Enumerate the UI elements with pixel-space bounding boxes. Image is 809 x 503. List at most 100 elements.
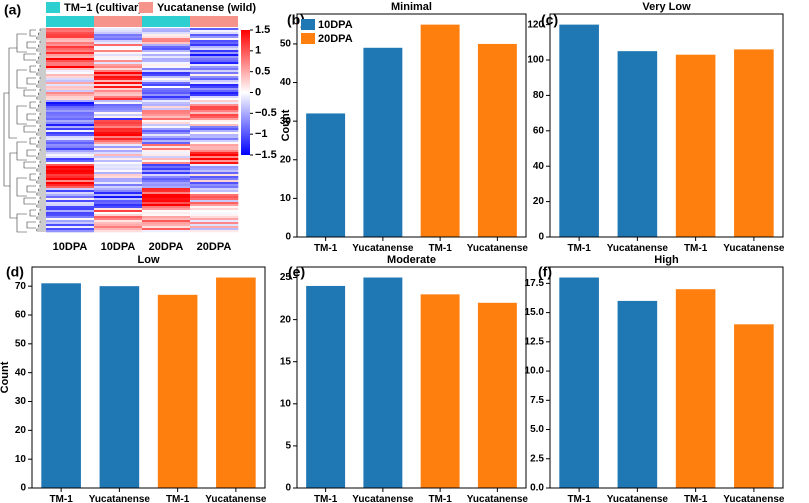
- heatmap-cell: [94, 230, 143, 233]
- plot-frame: [549, 13, 784, 238]
- heatmap-cell: [190, 130, 239, 133]
- heatmap-cell: [142, 128, 191, 131]
- heatmap-cell: [190, 188, 239, 191]
- heatmap-cell: [142, 220, 191, 223]
- heatmap-cell: [142, 142, 191, 145]
- heatmap-cell: [190, 200, 239, 203]
- heatmap-cell: [142, 50, 191, 53]
- y-tick-label: 20: [15, 425, 27, 436]
- heatmap-cell: [142, 70, 191, 73]
- heatmap-cell: [94, 50, 143, 53]
- heatmap-cell: [46, 190, 95, 193]
- column-label: 10DPA: [53, 241, 88, 253]
- dendrogram-branches: [3, 28, 46, 233]
- chart-title: Minimal: [391, 1, 432, 13]
- heatmap-cell: [190, 198, 239, 201]
- colorbar-tick-label: 0.5: [255, 66, 270, 78]
- heatmap-cell: [190, 210, 239, 213]
- heatmap-cell: [142, 64, 191, 67]
- heatmap-cell: [142, 154, 191, 157]
- y-tick-label: 0: [285, 232, 291, 243]
- heatmap-cell: [142, 86, 191, 89]
- heatmap-cell: [94, 48, 143, 51]
- heatmap-cell: [94, 114, 143, 117]
- heatmap-cell: [142, 174, 191, 177]
- heatmap-cell: [46, 188, 95, 191]
- y-tick-label: 10: [15, 454, 27, 465]
- heatmap-cell: [190, 228, 239, 231]
- y-tick-label: 60: [533, 125, 545, 136]
- x-tick-label: TM-1: [567, 494, 591, 503]
- heatmap-cell: [190, 94, 239, 97]
- heatmap-cell: [142, 146, 191, 149]
- heatmap-cell: [46, 84, 95, 87]
- heatmap-cell: [46, 116, 95, 119]
- heatmap-cell: [94, 168, 143, 171]
- heatmap-cell: [46, 222, 95, 225]
- heatmap-cell: [142, 62, 191, 65]
- heatmap-cell: [94, 218, 143, 221]
- heatmap-cell: [190, 180, 239, 183]
- heatmap-cell: [94, 68, 143, 71]
- heatmap-cell: [190, 204, 239, 207]
- y-tick-label: 50: [280, 39, 292, 50]
- heatmap-cell: [142, 52, 191, 55]
- heatmap-cell: [94, 72, 143, 75]
- heatmap-cell: [190, 226, 239, 229]
- heatmap-cell: [142, 188, 191, 191]
- heatmap-cell: [46, 54, 95, 57]
- heatmap-cell: [190, 146, 239, 149]
- column-annotation: [94, 16, 142, 27]
- heatmap-cell: [46, 152, 95, 155]
- heatmap-cell: [46, 52, 95, 55]
- x-tick-label: TM-1: [166, 494, 190, 503]
- heatmap-cell: [46, 88, 95, 91]
- legend-swatch: [139, 2, 153, 13]
- heatmap-cell: [46, 36, 95, 39]
- legend-swatch: [46, 2, 60, 13]
- heatmap-cell: [94, 66, 143, 69]
- heatmap-cell: [142, 104, 191, 107]
- bar-panel-f: (f) High 0.0 2.5 5.0 7.5 10.0 12.5 15.0 17.5 TM-1 Y…: [525, 254, 785, 503]
- heatmap-cell: [142, 96, 191, 99]
- heatmap-cell: [190, 186, 239, 189]
- heatmap-cell: [142, 158, 191, 161]
- heatmap-cell: [46, 142, 95, 145]
- heatmap-cell: [46, 30, 95, 33]
- heatmap-cell: [142, 80, 191, 83]
- heatmap-cell: [142, 202, 191, 205]
- heatmap-cell: [94, 70, 143, 73]
- heatmap-cell: [142, 180, 191, 183]
- heatmap-cell: [142, 116, 191, 119]
- heatmap-cell: [94, 160, 143, 163]
- colorbar-tick-label: 1: [255, 45, 261, 57]
- heatmap-cell: [190, 80, 239, 83]
- heatmap-cell: [142, 30, 191, 33]
- heatmap-cell: [190, 124, 239, 127]
- heatmap-cell: [46, 154, 95, 157]
- heatmap-cell: [94, 152, 143, 155]
- column-label: 10DPA: [101, 241, 136, 253]
- heatmap-cell: [190, 102, 239, 105]
- y-tick-label: 20: [280, 314, 292, 325]
- heatmap-cell: [46, 44, 95, 47]
- heatmap-cell: [190, 36, 239, 39]
- heatmap-cell: [46, 220, 95, 223]
- heatmap-cell: [190, 184, 239, 187]
- heatmap-cell: [190, 120, 239, 123]
- heatmap-cell: [142, 36, 191, 39]
- heatmap-cell: [142, 136, 191, 139]
- heatmap-cell: [142, 68, 191, 71]
- heatmap-cell: [190, 202, 239, 205]
- heatmap-cell: [190, 142, 239, 145]
- heatmap-cell: [46, 162, 95, 165]
- heatmap-cell: [142, 190, 191, 193]
- heatmap-cell: [46, 128, 95, 131]
- heatmap-cell: [94, 224, 143, 227]
- bar: [41, 283, 81, 488]
- heatmap-cell: [190, 52, 239, 55]
- y-tick-label: 40: [280, 77, 292, 88]
- heatmap-cell: [94, 42, 143, 45]
